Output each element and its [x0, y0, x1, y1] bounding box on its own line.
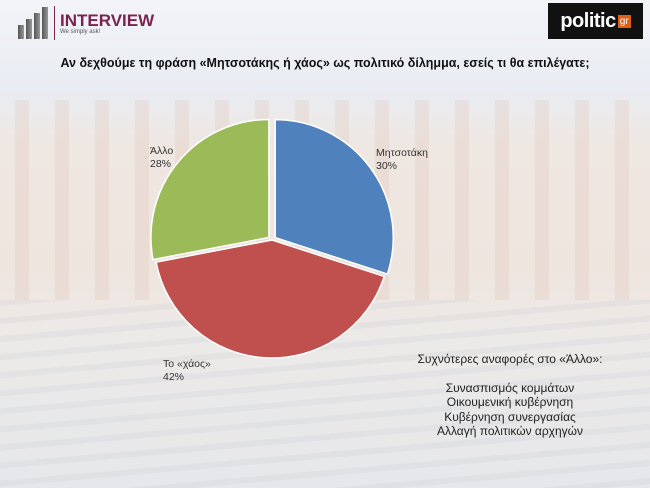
- pie-slice-1: [155, 239, 386, 359]
- pie-slice-2: [150, 118, 270, 261]
- other-mentions: Συχνότερες αναφορές στο «Άλλο»: Συνασπισ…: [400, 352, 620, 439]
- partner-name: politic: [560, 9, 616, 32]
- notes-item: Συνασπισμός κομμάτων: [445, 380, 575, 395]
- slice-label-2: Άλλο 28%: [150, 145, 174, 170]
- brand-tagline: We simply ask!: [60, 28, 101, 35]
- notes-item: Οικουμενική κυβέρνηση: [446, 395, 574, 409]
- logo-bars-icon: [18, 7, 48, 39]
- slice-label-1: Το «χάος» 42%: [163, 358, 211, 383]
- pie-slice-0: [274, 118, 394, 276]
- notes-heading: Συχνότερες αναφορές στο «Άλλο»:: [417, 352, 603, 366]
- politic-logo: politic gr: [548, 3, 643, 39]
- logo-divider: [54, 6, 55, 40]
- brand-name: INTERVIEW: [60, 10, 155, 30]
- notes-item: Κυβέρνηση συνεργασίας: [444, 409, 576, 424]
- partner-suffix: gr: [617, 14, 631, 28]
- interview-logo: INTERVIEW We simply ask!: [18, 6, 154, 40]
- chart-title: Αν δεχθούμε τη φράση «Μητσοτάκης ή χάος»…: [60, 56, 590, 70]
- slice-label-0: Μητσοτάκη 30%: [376, 147, 428, 172]
- notes-item: Αλλαγή πολιτικών αρχηγών: [436, 424, 584, 438]
